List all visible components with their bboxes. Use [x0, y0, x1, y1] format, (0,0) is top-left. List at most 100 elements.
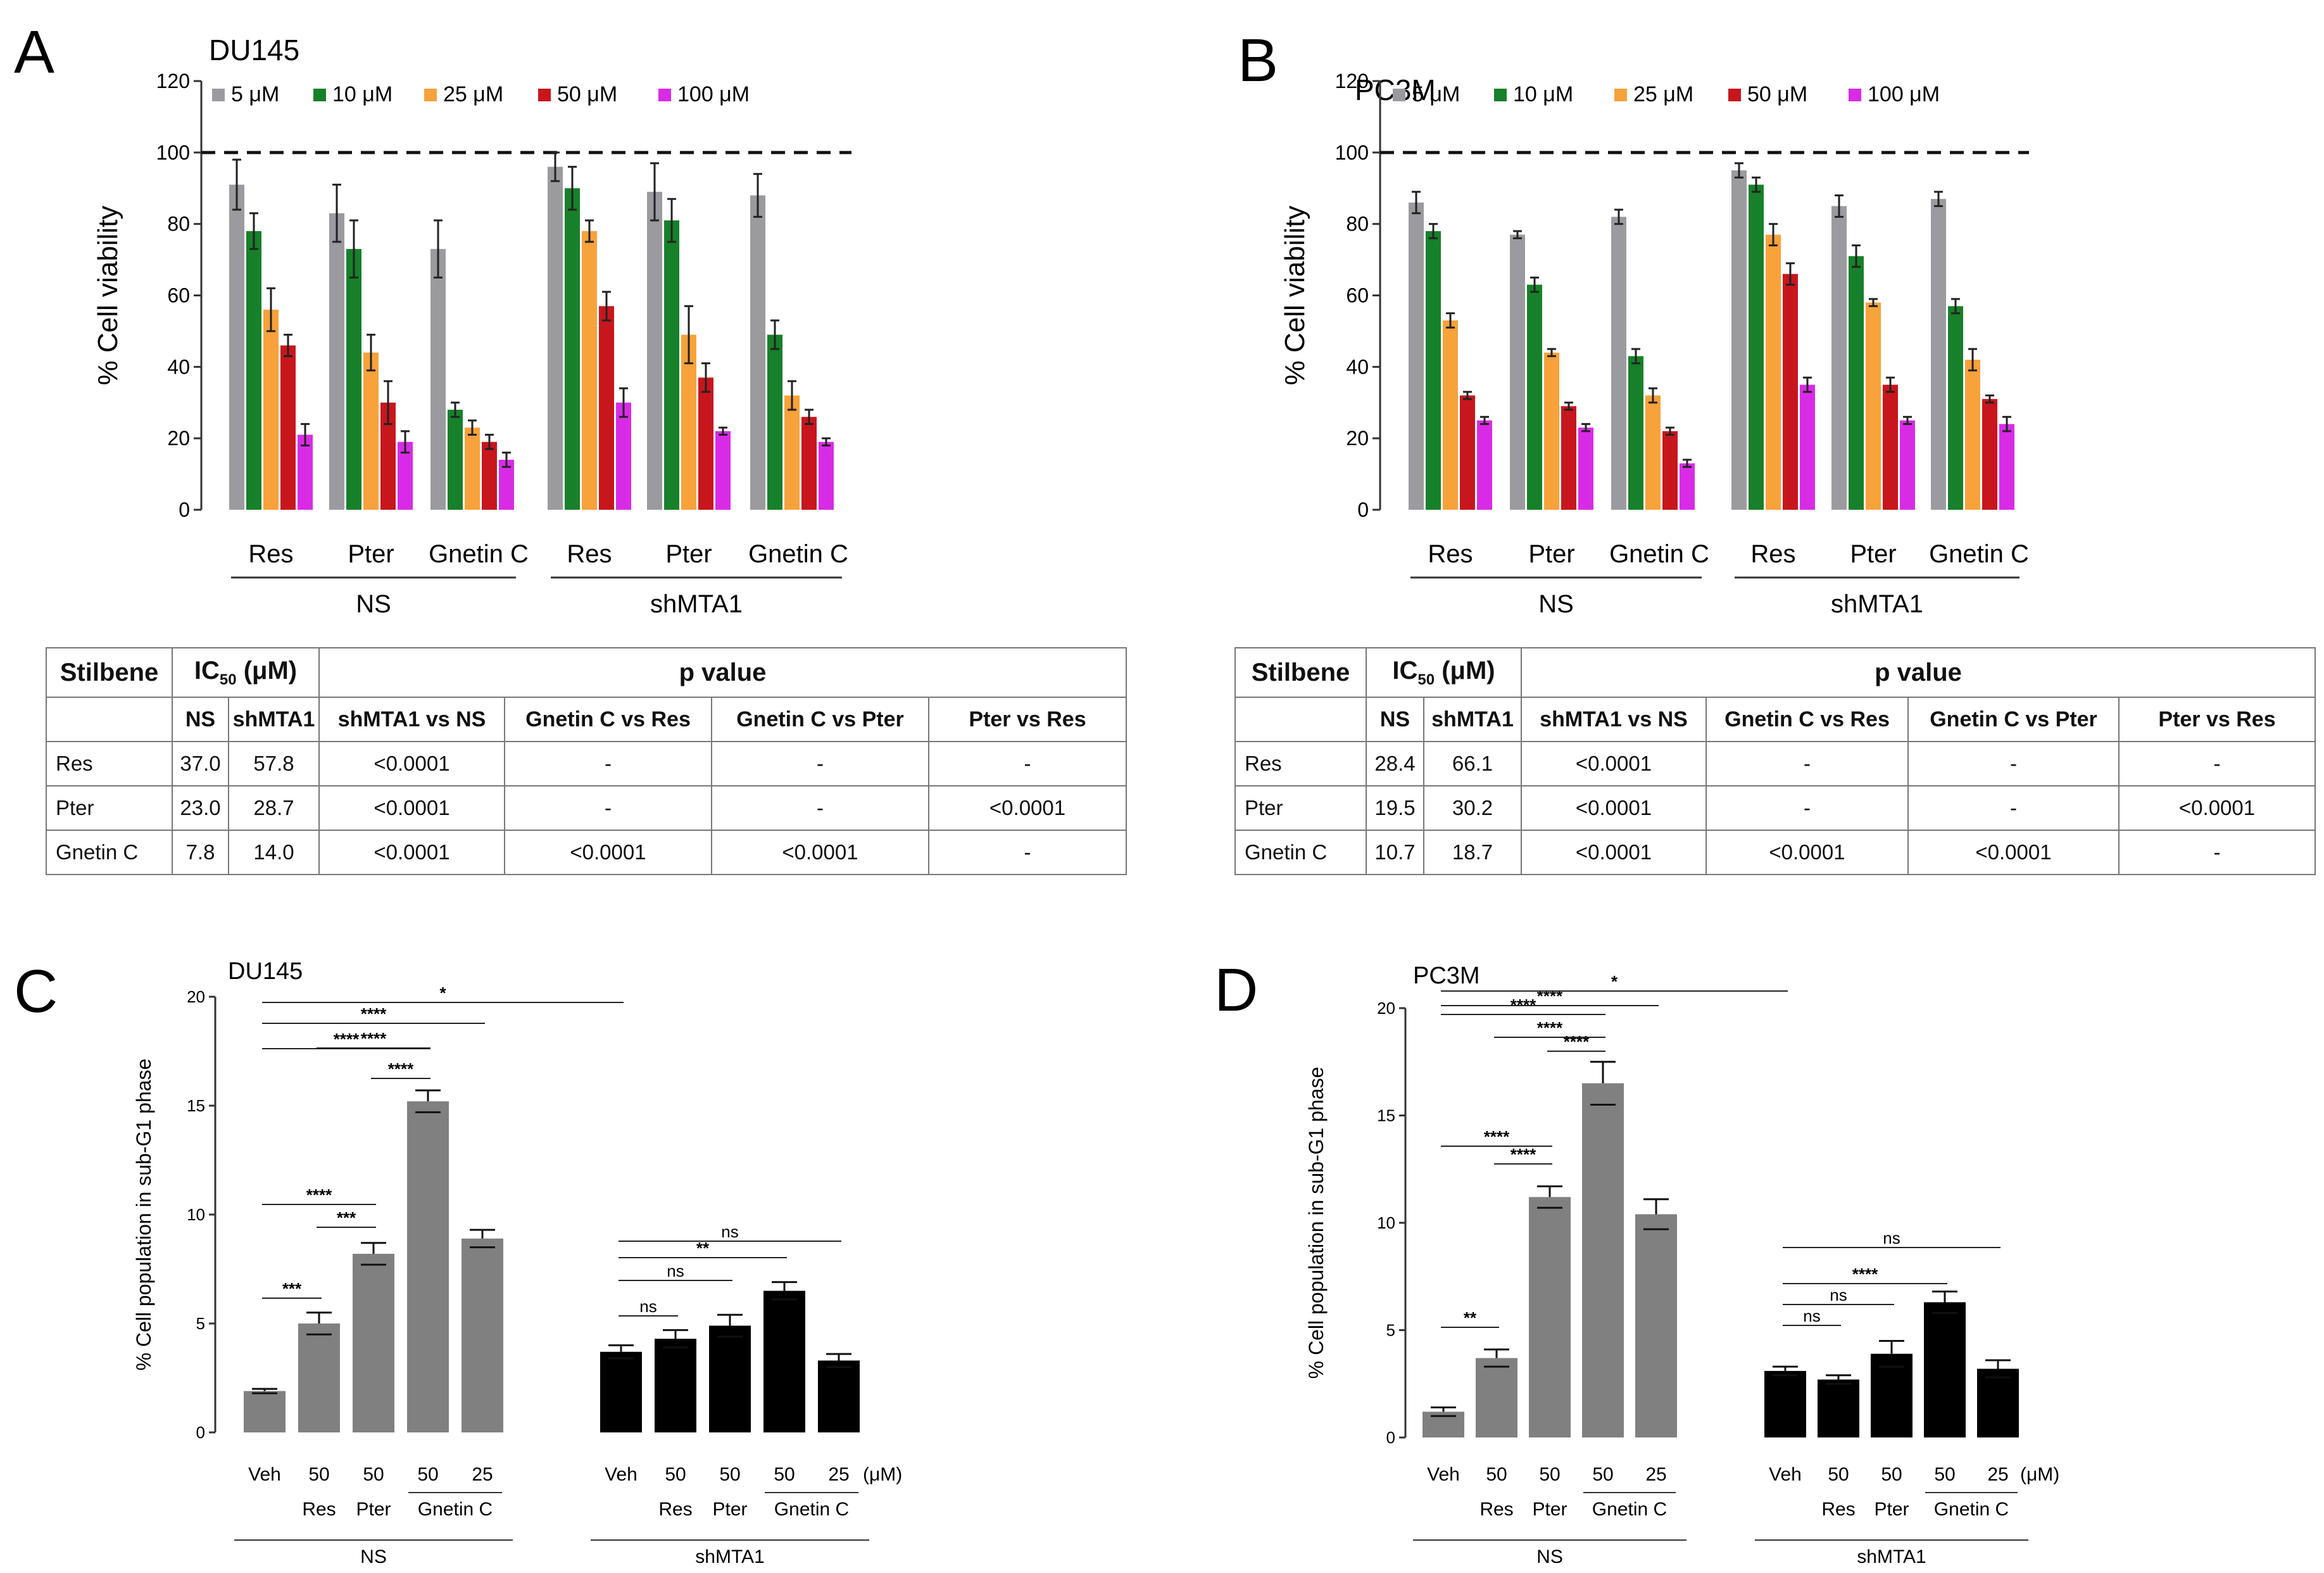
table-cell: -: [2118, 830, 2316, 875]
category-label: Res: [567, 540, 612, 568]
group-label: NS: [1536, 1546, 1563, 1567]
dose-label: 50: [1828, 1464, 1849, 1485]
bar: [1766, 234, 1781, 510]
dose-label: 50: [417, 1464, 438, 1485]
y-tick-label: 20: [187, 987, 205, 1006]
dose-label: 50: [308, 1464, 329, 1485]
bar: [1849, 256, 1864, 510]
table-cell: Res: [1234, 741, 1367, 786]
legend-label: 25 μM: [1633, 82, 1693, 106]
table-row: Gnetin C 7.8 14.0 <0.0001 <0.0001 <0.000…: [46, 830, 1127, 875]
significance-label: ****: [306, 1185, 332, 1204]
dose-label: 50: [665, 1464, 686, 1485]
group-label: shMTA1: [1831, 590, 1923, 618]
table-cell: 66.1: [1423, 741, 1522, 786]
table-cell: <0.0001: [318, 830, 505, 875]
bar: [407, 1101, 449, 1432]
legend-swatch: [1393, 89, 1405, 101]
y-tick-label: 20: [1377, 999, 1395, 1018]
category-label: Gnetin C: [748, 540, 848, 568]
category-label: Gnetin C: [1929, 540, 2029, 568]
bar: [819, 441, 834, 510]
bar: [499, 460, 514, 510]
table-subheader-cell: Gnetin C vs Res: [504, 697, 712, 742]
bar: [1426, 231, 1441, 510]
table-subheader-cell: shMTA1: [228, 697, 320, 742]
compound-label: Pter: [712, 1499, 747, 1520]
table-header-ic50: IC50 (μM): [1366, 647, 1522, 698]
bar: [465, 427, 480, 510]
group-label: shMTA1: [1857, 1546, 1926, 1567]
chart-title: PC3M: [1413, 963, 1480, 989]
bar: [263, 310, 279, 510]
dose-label: Veh: [1427, 1464, 1460, 1485]
table-row: Res 37.0 57.8 <0.0001 - - -: [46, 741, 1127, 786]
bar: [298, 1323, 340, 1432]
table-subheader-cell: [1234, 697, 1367, 742]
category-label: Gnetin C: [1609, 540, 1709, 568]
table-cell: -: [1907, 785, 2120, 831]
bar: [1527, 284, 1542, 510]
dose-label: 50: [774, 1464, 795, 1485]
bar: [1965, 360, 1980, 510]
y-axis-label: % Cell population in sub-G1 phase: [132, 1059, 155, 1371]
bar: [298, 434, 313, 510]
category-label: Pter: [348, 540, 394, 568]
category-label: Pter: [1528, 540, 1574, 568]
significance-label: ns: [667, 1261, 684, 1280]
bar: [1764, 1370, 1806, 1437]
bar: [715, 431, 731, 510]
dose-label: 50: [363, 1464, 384, 1485]
table-cell: -: [927, 741, 1127, 786]
table-subheader-cell: NS: [172, 697, 229, 742]
group-label: NS: [356, 590, 391, 618]
legend-swatch: [658, 89, 671, 101]
y-axis-label: % Cell viability: [92, 206, 123, 386]
dose-label: 50: [1539, 1464, 1560, 1485]
table-cell: -: [504, 785, 712, 831]
bar: [548, 167, 563, 510]
table-cell: -: [1907, 741, 2120, 786]
legend-swatch: [1494, 89, 1507, 101]
y-tick-label: 10: [187, 1205, 205, 1224]
table-subheader-cell: Pter vs Res: [2118, 697, 2316, 742]
table-cell: 28.7: [228, 785, 320, 831]
bar: [430, 249, 446, 510]
table-cell: -: [1705, 741, 1909, 786]
table-subheader-cell: Gnetin C vs Pter: [1907, 697, 2120, 742]
compound-label: Gnetin C: [1592, 1499, 1667, 1520]
bar: [229, 184, 244, 510]
significance-label: **: [1464, 1308, 1477, 1327]
table-subheader-cell: Gnetin C vs Pter: [711, 697, 929, 742]
bar: [1948, 306, 1963, 510]
bar: [1866, 302, 1881, 510]
bar: [353, 1253, 394, 1432]
bar: [1443, 320, 1458, 510]
bar: [1561, 406, 1576, 510]
category-label: Res: [1428, 540, 1473, 568]
category-label: Gnetin C: [429, 540, 529, 568]
y-tick-label: 0: [1386, 1428, 1395, 1447]
significance-label: ****: [1537, 987, 1563, 1006]
significance-label: ****: [361, 1004, 387, 1023]
legend-label: 25 μM: [443, 82, 503, 106]
table-cell: <0.0001: [1521, 785, 1707, 831]
y-tick-label: 20: [1346, 427, 1369, 450]
compound-label: Gnetin C: [774, 1499, 849, 1520]
panel-letter-b: B: [1238, 27, 1278, 94]
bar: [599, 306, 614, 510]
y-tick-label: 120: [1335, 70, 1369, 92]
category-label: Res: [1750, 540, 1795, 568]
chart-title: DU145: [209, 34, 299, 66]
y-tick-label: 5: [1386, 1321, 1395, 1340]
y-tick-label: 100: [1335, 141, 1369, 164]
legend-swatch: [313, 89, 326, 101]
significance-label: ****: [388, 1059, 414, 1078]
unit-label: (μM): [2020, 1464, 2059, 1485]
bar: [1476, 1358, 1517, 1437]
table-cell: -: [1705, 785, 1909, 831]
legend-label: 10 μM: [332, 82, 393, 106]
significance-label: ****: [1564, 1032, 1590, 1051]
dose-label: 25: [828, 1464, 849, 1485]
